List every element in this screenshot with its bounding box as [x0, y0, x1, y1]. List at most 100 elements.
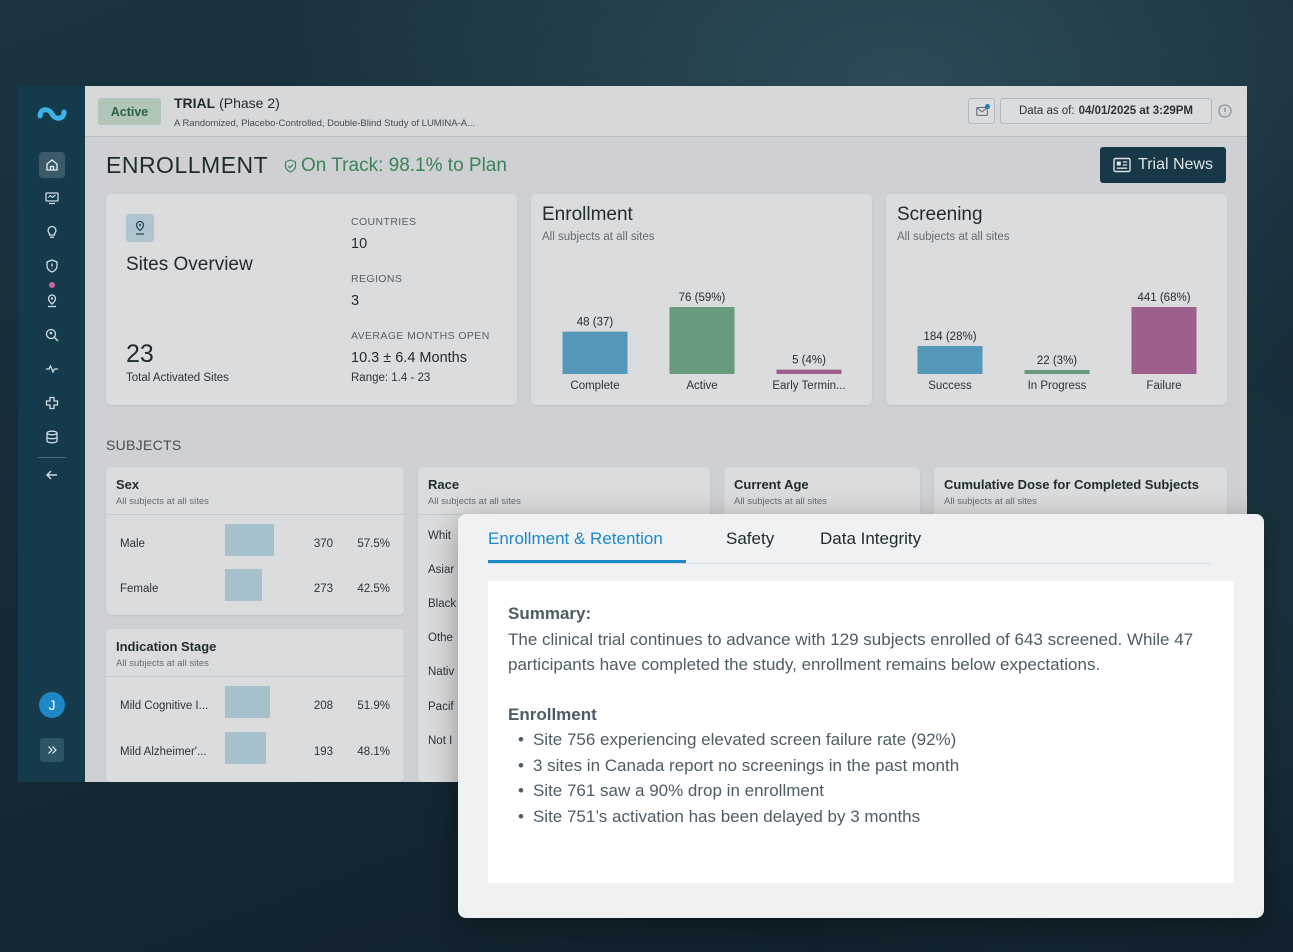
race-item: Pacif [428, 701, 454, 713]
sex-row-female: Female 273 42.5% [106, 569, 404, 613]
app-logo [37, 107, 67, 121]
row-count: 208 [313, 700, 333, 712]
back-arrow-icon[interactable] [39, 462, 65, 488]
database-icon[interactable] [39, 424, 65, 450]
user-avatar[interactable]: J [39, 692, 65, 718]
enrollment-bullets: Site 756 experiencing elevated screen fa… [508, 727, 1214, 829]
trial-title: TRIAL (Phase 2) [174, 95, 280, 111]
race-item: Not I [428, 735, 453, 747]
months-range: Range: 1.4 - 23 [351, 372, 431, 384]
category-label: In Progress [1028, 380, 1087, 392]
bar-0[interactable] [917, 346, 983, 374]
race-title: Race [428, 477, 460, 492]
sex-card: Sex All subjects at all sites Male 370 5… [106, 467, 404, 615]
avg-months-value: 10.3 ± 6.4 Months [351, 350, 467, 366]
total-sites-label: Total Activated Sites [126, 372, 229, 384]
sidebar: J [18, 86, 85, 782]
newspaper-icon [1113, 157, 1131, 173]
bar-value-label: 22 (3%) [1037, 355, 1077, 367]
status-badge: Active [98, 98, 161, 125]
countries-label: COUNTRIES [351, 216, 417, 228]
bullet-item: Site 761 saw a 90% drop in enrollment [518, 778, 1214, 804]
bar-2[interactable] [776, 369, 842, 374]
screening-chart-subtitle: All subjects at all sites [897, 231, 1010, 243]
race-item: Whit [428, 530, 451, 542]
bar-1[interactable] [1024, 370, 1090, 374]
row-percent: 48.1% [357, 746, 390, 758]
race-item: Othe [428, 632, 453, 644]
tab-data-integrity[interactable]: Data Integrity [820, 529, 922, 548]
map-pin-icon [135, 220, 145, 235]
sites-overview-title: Sites Overview [126, 254, 253, 275]
bar-1[interactable] [669, 307, 735, 374]
medical-cross-icon[interactable] [39, 390, 65, 416]
bar-2[interactable] [1131, 307, 1197, 374]
unread-dot [985, 104, 990, 109]
bullet-item: Site 756 experiencing elevated screen fa… [518, 727, 1214, 753]
home-icon[interactable] [39, 152, 65, 178]
row-count: 193 [313, 746, 333, 758]
indication-row-mild-ad: Mild Alzheimer'... 193 48.1% [106, 732, 404, 776]
sidebar-divider [38, 457, 66, 458]
on-track-status: On Track: 98.1% to Plan [284, 155, 507, 177]
lightbulb-icon[interactable] [39, 219, 65, 245]
sex-title: Sex [116, 477, 140, 492]
dashboard-icon[interactable] [39, 185, 65, 211]
indication-title: Indication Stage [116, 639, 217, 654]
data-as-of-value: 04/01/2025 at 3:29PM [1078, 105, 1194, 117]
countries-value: 10 [351, 236, 368, 252]
category-label: Success [928, 380, 972, 392]
category-label: Active [686, 380, 717, 392]
info-icon[interactable] [1218, 104, 1232, 118]
summary-text: The clinical trial continues to advance … [508, 629, 1194, 675]
row-percent: 51.9% [357, 700, 390, 712]
expand-sidebar-button[interactable] [40, 738, 64, 762]
screening-bar-chart: 184 (28%) Success 22 (3%) In Progress 441 (6… [917, 292, 1197, 392]
data-as-of: Data as of: 04/01/2025 at 3:29PM [1000, 98, 1212, 124]
race-subtitle: All subjects at all sites [428, 496, 521, 507]
subjects-section-label: SUBJECTS [106, 437, 182, 453]
page-title: ENROLLMENT [106, 152, 269, 178]
current-age-title: Current Age [734, 477, 809, 492]
active-tab-indicator [488, 560, 686, 563]
divider [106, 676, 404, 677]
indication-row-mci: Mild Cognitive I... 208 51.9% [106, 686, 404, 730]
row-bar [225, 686, 270, 718]
map-pin-icon[interactable] [39, 288, 65, 314]
bar-0[interactable] [562, 331, 628, 374]
tab-enrollment-retention[interactable]: Enrollment & Retention [488, 529, 663, 548]
current-age-subtitle: All subjects at all sites [734, 496, 827, 507]
row-label: Male [120, 538, 145, 550]
race-item: Black [428, 598, 457, 610]
sites-pin-badge [126, 214, 154, 242]
summary-heading: Summary: [508, 604, 592, 623]
category-label: Early Termin... [772, 380, 845, 392]
screening-chart-title: Screening [897, 204, 983, 225]
search-user-icon[interactable] [39, 322, 65, 348]
sites-overview-card: Sites Overview 23 Total Activated Sites … [106, 194, 517, 405]
messages-button[interactable] [968, 98, 995, 124]
bullet-item: 3 sites in Canada report no screenings i… [518, 753, 1214, 779]
bar-value-label: 184 (28%) [923, 331, 976, 343]
trial-description: A Randomized, Placebo-Controlled, Double… [174, 118, 475, 129]
row-percent: 42.5% [357, 583, 390, 595]
row-percent: 57.5% [357, 538, 390, 550]
indication-stage-card: Indication Stage All subjects at all sit… [106, 629, 404, 782]
sex-row-male: Male 370 57.5% [106, 524, 404, 568]
tab-safety[interactable]: Safety [726, 529, 775, 548]
row-bar [225, 732, 266, 764]
divider [106, 514, 404, 515]
shield-alert-icon[interactable] [39, 253, 65, 279]
enrollment-chart-title: Enrollment [542, 204, 633, 225]
trial-news-label: Trial News [1138, 156, 1213, 173]
cumulative-dose-title: Cumulative Dose for Completed Subjects [944, 477, 1199, 492]
vitals-icon[interactable] [39, 356, 65, 382]
row-label: Mild Alzheimer'... [120, 746, 207, 758]
bar-value-label: 48 (37) [577, 317, 614, 329]
enrollment-chart-card: Enrollment All subjects at all sites 48 … [531, 194, 872, 405]
trial-news-button[interactable]: Trial News [1100, 147, 1226, 183]
category-label: Failure [1146, 380, 1181, 392]
row-count: 273 [313, 583, 333, 595]
chevrons-right-icon [48, 746, 57, 754]
enrollment-bar-chart: 48 (37) Complete 76 (59%) Active 5 (4%) Early… [562, 292, 846, 392]
